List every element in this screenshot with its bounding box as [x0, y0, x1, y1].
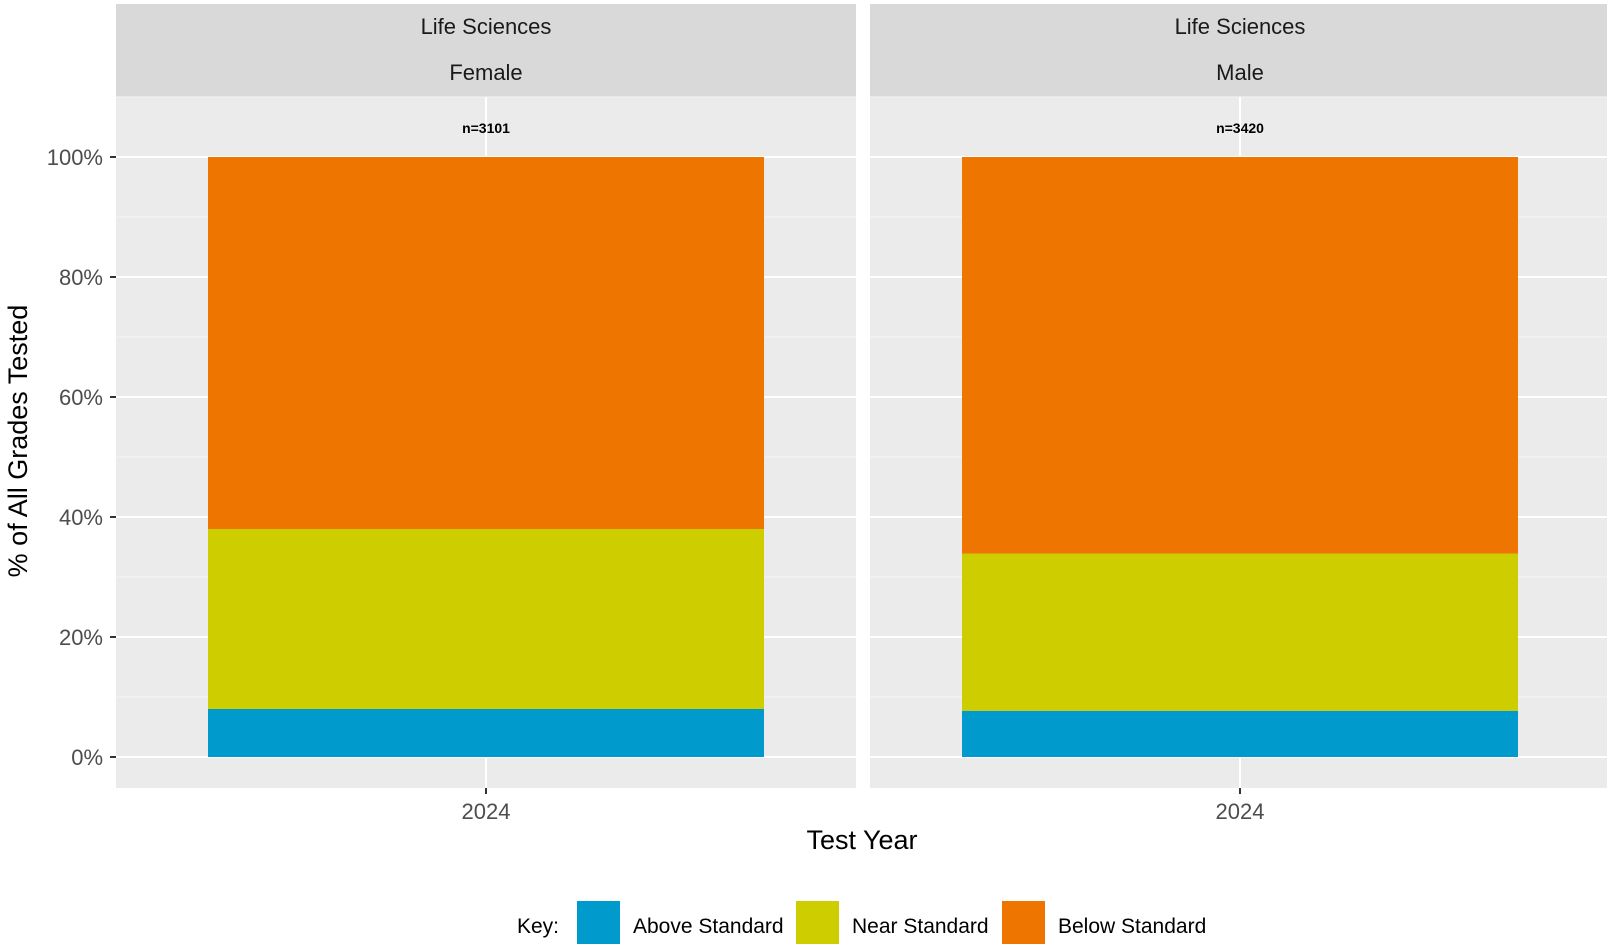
legend-key-above-standard	[577, 901, 620, 944]
y-axis-title: % of All Grades Tested	[3, 305, 33, 578]
y-tick-label: 80%	[59, 265, 103, 290]
bar-segment-below-standard	[962, 157, 1518, 554]
bar-segment-above-standard	[962, 710, 1518, 757]
bar-segment-below-standard	[208, 157, 764, 529]
y-tick-label: 100%	[47, 145, 103, 170]
legend-label: Near Standard	[852, 915, 989, 938]
facet-panel-2: Life Sciences Male n=3420 2024	[870, 4, 1607, 824]
legend-label: Below Standard	[1058, 915, 1206, 938]
x-tick-label: 2024	[462, 799, 511, 824]
y-tick-label: 20%	[59, 625, 103, 650]
legend-key-near-standard	[796, 901, 839, 944]
facet-strip-label: Life Sciences	[421, 14, 552, 39]
facet-strip-bg	[116, 4, 856, 97]
facet-panel-1: Life Sciences Female n=3101 2024	[116, 4, 856, 824]
facet-strip-label: Life Sciences	[1175, 14, 1306, 39]
legend-key-below-standard	[1002, 901, 1045, 944]
sample-size-label: n=3101	[462, 120, 510, 136]
x-axis-title: Test Year	[806, 825, 917, 855]
y-axis: 0% 20% 40% 60% 80% 100%	[47, 145, 116, 770]
bar-segment-near-standard	[962, 553, 1518, 711]
facet-strip-label: Male	[1216, 60, 1264, 85]
y-tick-label: 40%	[59, 505, 103, 530]
legend-label: Above Standard	[633, 915, 784, 938]
legend-title: Key:	[517, 915, 559, 938]
facet-strip-label: Female	[449, 60, 522, 85]
y-tick-label: 0%	[71, 745, 103, 770]
facet-strip-bg	[870, 4, 1607, 97]
sample-size-label: n=3420	[1216, 120, 1264, 136]
legend: Key: Above Standard Near Standard Below Sta…	[517, 901, 1206, 944]
bar-segment-near-standard	[208, 529, 764, 709]
bar-segment-above-standard	[208, 709, 764, 757]
y-tick-label: 60%	[59, 385, 103, 410]
x-tick-label: 2024	[1216, 799, 1265, 824]
